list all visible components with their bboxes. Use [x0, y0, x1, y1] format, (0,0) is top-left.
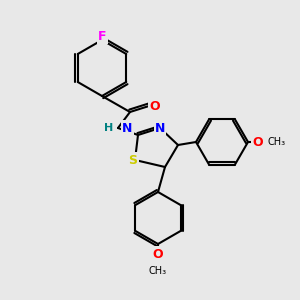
- Text: O: O: [253, 136, 263, 148]
- Text: CH₃: CH₃: [149, 266, 167, 276]
- Text: N: N: [122, 122, 132, 134]
- Text: CH₃: CH₃: [268, 137, 286, 147]
- Text: S: S: [128, 154, 137, 166]
- Text: O: O: [153, 248, 163, 260]
- Text: N: N: [155, 122, 165, 134]
- Text: F: F: [98, 29, 106, 43]
- Text: O: O: [150, 100, 160, 112]
- Text: H: H: [104, 123, 113, 133]
